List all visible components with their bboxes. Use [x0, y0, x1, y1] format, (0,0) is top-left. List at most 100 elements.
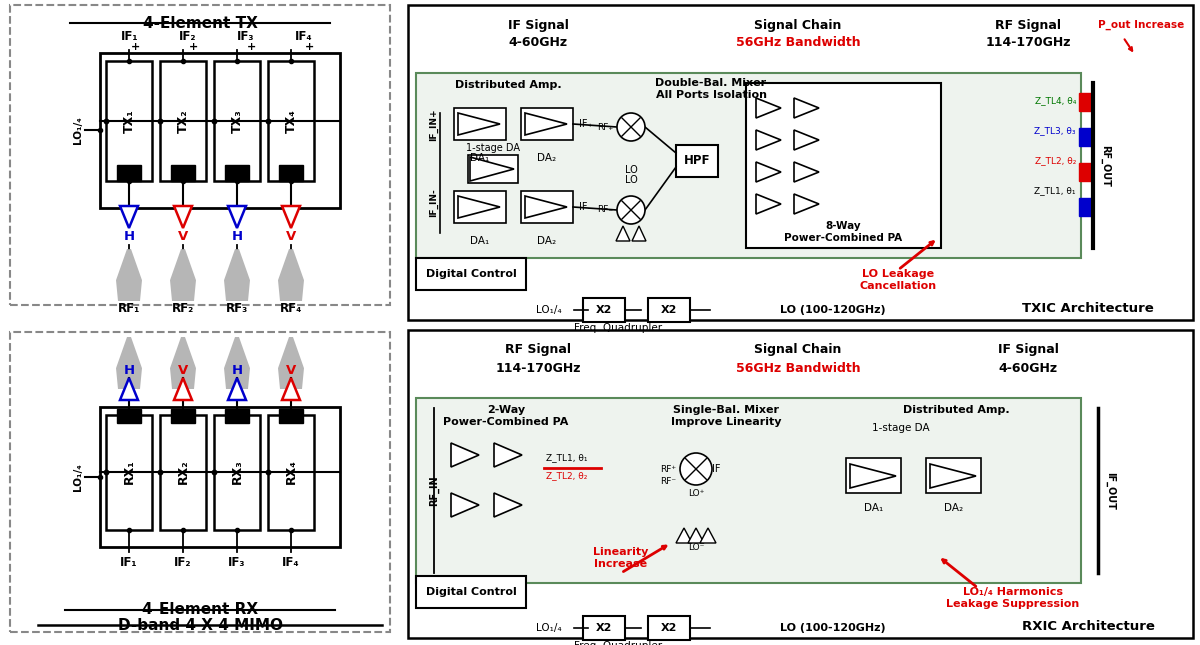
Bar	[1079, 198, 1093, 216]
Polygon shape	[170, 249, 196, 301]
Text: 4-60GHz: 4-60GHz	[509, 37, 568, 50]
Text: TX₃: TX₃	[230, 109, 244, 133]
Polygon shape	[794, 98, 818, 118]
Polygon shape	[700, 528, 716, 543]
Bar	[100, 53, 340, 208]
Text: LO Leakage
Cancellation: LO Leakage Cancellation	[859, 269, 936, 291]
Bar	[172, 409, 194, 423]
Text: Power-Combined PA: Power-Combined PA	[785, 233, 902, 243]
Text: Digital Control: Digital Control	[426, 587, 516, 597]
Text: 4-60GHz: 4-60GHz	[998, 361, 1057, 375]
Text: Z_TL1, θ₁: Z_TL1, θ₁	[546, 453, 588, 462]
Text: LO₁/₄ Harmonics
Leakage Suppression: LO₁/₄ Harmonics Leakage Suppression	[947, 587, 1080, 609]
Text: Z_TL3, θ₃: Z_TL3, θ₃	[1034, 126, 1076, 135]
Polygon shape	[451, 493, 479, 517]
Bar	[468, 155, 518, 183]
Polygon shape	[458, 113, 500, 135]
Text: +: +	[131, 42, 139, 52]
Polygon shape	[526, 113, 568, 135]
Polygon shape	[228, 378, 246, 400]
Text: DA₁: DA₁	[470, 236, 490, 246]
Text: RXIC Architecture: RXIC Architecture	[1021, 619, 1154, 633]
Text: DA₁: DA₁	[864, 503, 883, 513]
Polygon shape	[526, 196, 568, 218]
Text: RF Signal: RF Signal	[995, 19, 1061, 32]
Text: Signal Chain: Signal Chain	[755, 19, 841, 32]
Text: RF₄: RF₄	[280, 303, 302, 315]
Text: DA₂: DA₂	[538, 153, 557, 163]
Polygon shape	[116, 337, 142, 389]
Text: Power-Combined PA: Power-Combined PA	[443, 417, 569, 427]
Text: Z_TL2, θ₂: Z_TL2, θ₂	[1034, 157, 1076, 166]
Text: HPF: HPF	[684, 155, 710, 168]
Text: V: V	[178, 364, 188, 377]
Polygon shape	[174, 206, 192, 228]
Text: IF₁: IF₁	[120, 557, 138, 570]
Bar	[648, 616, 690, 640]
Polygon shape	[278, 249, 304, 301]
Text: LO⁻: LO⁻	[688, 544, 704, 553]
Bar	[160, 61, 206, 181]
Text: +: +	[246, 42, 256, 52]
Text: RF⁺: RF⁺	[660, 464, 676, 473]
Text: IF_IN+: IF_IN+	[430, 109, 438, 141]
Text: IF₋: IF₋	[580, 202, 593, 212]
Bar	[648, 298, 690, 322]
Text: +: +	[188, 42, 198, 52]
Text: TXIC Architecture: TXIC Architecture	[1022, 301, 1154, 315]
Text: 114-170GHz: 114-170GHz	[985, 37, 1070, 50]
Text: X2: X2	[596, 305, 612, 315]
Bar	[278, 165, 302, 181]
Text: TX₂: TX₂	[176, 109, 190, 133]
Text: Z_TL4, θ₄: Z_TL4, θ₄	[1034, 97, 1076, 106]
Text: 1-stage DA: 1-stage DA	[872, 423, 930, 433]
Bar	[416, 258, 526, 290]
Bar	[416, 576, 526, 608]
Bar	[278, 409, 302, 423]
Polygon shape	[494, 493, 522, 517]
Polygon shape	[224, 337, 250, 389]
Bar	[1079, 128, 1093, 146]
Bar	[214, 415, 260, 530]
Bar	[172, 165, 194, 181]
Bar	[10, 5, 390, 305]
Bar	[106, 415, 152, 530]
Text: H: H	[232, 364, 242, 377]
Bar	[268, 61, 314, 181]
Text: IF Signal: IF Signal	[997, 344, 1058, 357]
Polygon shape	[756, 98, 781, 118]
Text: LO₁/₄: LO₁/₄	[73, 463, 83, 491]
Polygon shape	[413, 10, 1183, 68]
Bar	[521, 108, 574, 140]
Text: IF Signal: IF Signal	[508, 19, 569, 32]
Text: TX₄: TX₄	[284, 109, 298, 133]
Polygon shape	[494, 443, 522, 467]
Text: IF₂: IF₂	[174, 557, 192, 570]
Text: 56GHz Bandwidth: 56GHz Bandwidth	[736, 37, 860, 50]
Text: RX₂: RX₂	[176, 460, 190, 484]
Text: IF₁: IF₁	[121, 30, 139, 43]
Text: Single-Bal. Mixer: Single-Bal. Mixer	[673, 405, 779, 415]
Bar	[118, 409, 142, 423]
Polygon shape	[120, 206, 138, 228]
Text: Freq. Quadrupler: Freq. Quadrupler	[574, 323, 662, 333]
Polygon shape	[458, 196, 500, 218]
Text: LO₁/₄: LO₁/₄	[73, 117, 83, 144]
Text: RX₁: RX₁	[122, 460, 136, 484]
Polygon shape	[224, 249, 250, 301]
Circle shape	[617, 196, 646, 224]
Polygon shape	[470, 157, 514, 181]
Text: Improve Linearity: Improve Linearity	[671, 417, 781, 427]
Bar	[746, 83, 941, 248]
Bar	[454, 108, 506, 140]
Text: LO (100-120GHz): LO (100-120GHz)	[780, 623, 886, 633]
Bar	[100, 407, 340, 547]
Bar	[118, 165, 142, 181]
Text: V: V	[286, 230, 296, 243]
Text: Linearity
Increase: Linearity Increase	[593, 547, 649, 569]
Polygon shape	[688, 528, 704, 543]
Polygon shape	[616, 226, 630, 241]
Text: RF_IN: RF_IN	[428, 475, 439, 506]
Polygon shape	[794, 130, 818, 150]
Text: All Ports Isolation: All Ports Isolation	[655, 90, 767, 100]
